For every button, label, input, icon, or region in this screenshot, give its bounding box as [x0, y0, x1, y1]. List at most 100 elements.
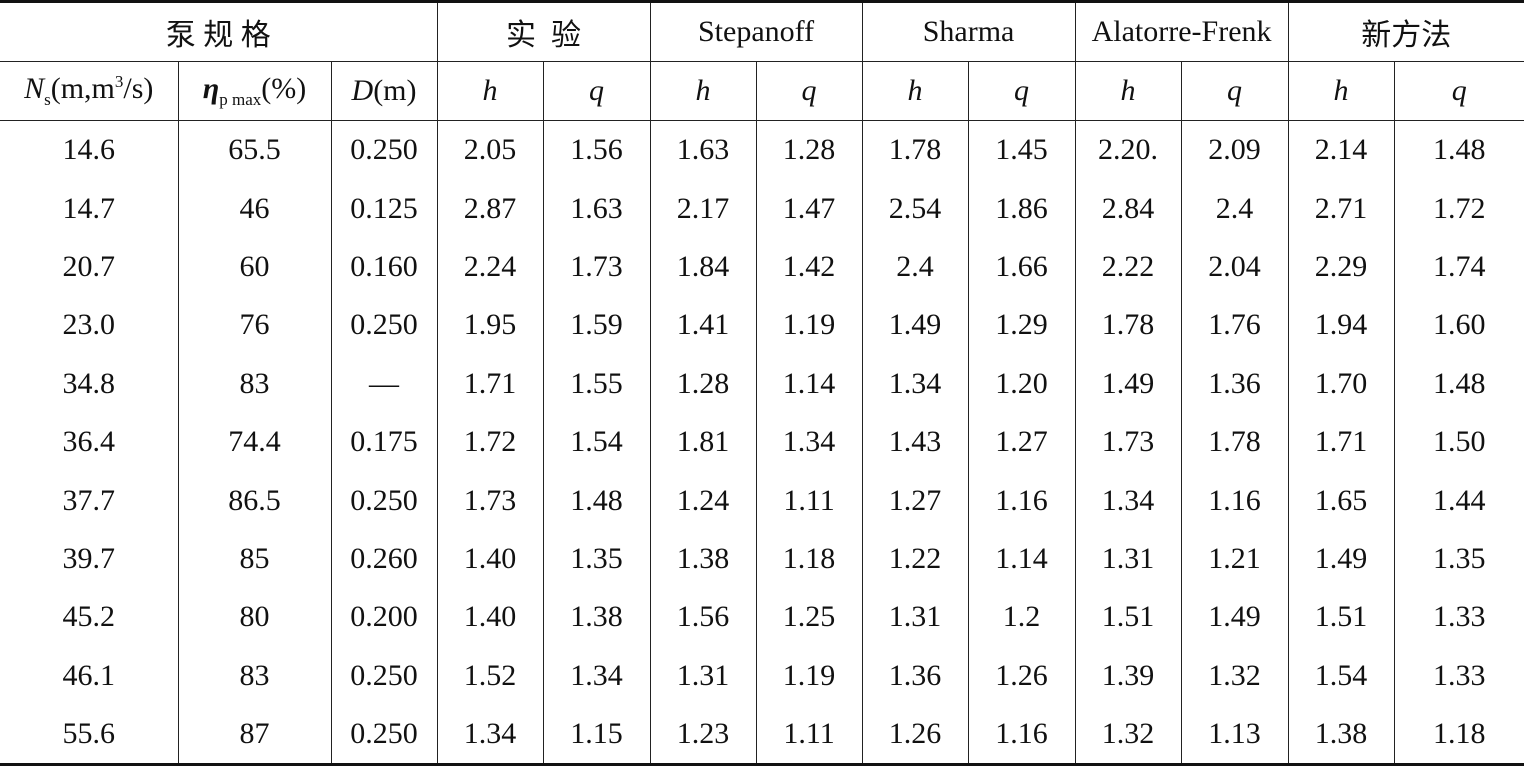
cell: 0.250 — [330, 646, 438, 705]
cell: 1.44 — [1393, 471, 1524, 530]
cell: 1.60 — [1393, 296, 1524, 355]
column-header: Ns(m,m3/s) — [0, 61, 179, 121]
header-text: D — [351, 74, 374, 107]
cell: 20.7 — [0, 237, 179, 297]
cell: 1.66 — [967, 237, 1076, 297]
cell: 1.23 — [649, 704, 757, 767]
header-text: q — [1227, 74, 1243, 107]
cell: 1.19 — [755, 646, 863, 705]
cell: 1.25 — [755, 588, 863, 647]
cell: 1.78 — [861, 120, 969, 180]
header-text: q — [801, 74, 817, 107]
data-row: 23.0 76 0.250 1.95 1.59 1.41 1.19 1.49 1.29 1.78 1… — [0, 296, 1524, 355]
cell: 1.51 — [1287, 588, 1395, 647]
cell: 1.19 — [755, 296, 863, 355]
cell: 1.20 — [967, 354, 1076, 413]
cell: 1.16 — [1180, 471, 1289, 530]
cell: 1.11 — [755, 471, 863, 530]
cell: 1.31 — [861, 588, 969, 647]
cell: 1.54 — [1287, 646, 1395, 705]
cell: 2.20. — [1074, 120, 1182, 180]
cell: 87 — [177, 704, 332, 767]
cell: 1.24 — [649, 471, 757, 530]
cell: — — [330, 354, 438, 413]
cell: 1.36 — [1180, 354, 1289, 413]
header-text: p max — [219, 90, 262, 109]
column-header: q — [542, 61, 651, 121]
column-header: h — [436, 61, 544, 121]
cell: 1.35 — [542, 529, 651, 589]
cell: 2.71 — [1287, 179, 1395, 238]
cell: 1.38 — [1287, 704, 1395, 767]
cell: 1.35 — [1393, 529, 1524, 589]
group-header: 实 验 — [436, 0, 651, 62]
cell: 2.17 — [649, 179, 757, 238]
header-text: h — [1120, 74, 1136, 107]
cell: 14.6 — [0, 120, 179, 180]
cell: 45.2 — [0, 588, 179, 647]
cell: 1.55 — [542, 354, 651, 413]
cell: 2.4 — [1180, 179, 1289, 238]
cell: 1.39 — [1074, 646, 1182, 705]
header-text: h — [482, 74, 498, 107]
cell: 1.49 — [861, 296, 969, 355]
cell: 1.63 — [542, 179, 651, 238]
cell: 1.52 — [436, 646, 544, 705]
cell: 1.33 — [1393, 646, 1524, 705]
cell: 1.78 — [1074, 296, 1182, 355]
data-row: 14.6 65.5 0.250 2.05 1.56 1.63 1.28 1.78 1.45 2.2… — [0, 120, 1524, 180]
cell: 0.200 — [330, 588, 438, 647]
cell: 1.73 — [1074, 412, 1182, 472]
cell: 1.31 — [1074, 529, 1182, 589]
cell: 1.21 — [1180, 529, 1289, 589]
cell: 1.86 — [967, 179, 1076, 238]
group-header: 新方法 — [1287, 0, 1524, 62]
cell: 1.84 — [649, 237, 757, 297]
cell: 1.65 — [1287, 471, 1395, 530]
cell: 1.26 — [967, 646, 1076, 705]
cell: 1.16 — [967, 471, 1076, 530]
cell: 0.250 — [330, 471, 438, 530]
cell: 86.5 — [177, 471, 332, 530]
column-header: D(m) — [330, 61, 438, 121]
cell: 76 — [177, 296, 332, 355]
cell: 1.18 — [1393, 704, 1524, 767]
cell: 1.32 — [1074, 704, 1182, 767]
cell: 1.34 — [861, 354, 969, 413]
cell: 2.87 — [436, 179, 544, 238]
cell: 1.38 — [649, 529, 757, 589]
cell: 23.0 — [0, 296, 179, 355]
cell: 1.73 — [542, 237, 651, 297]
data-row: 36.4 74.4 0.175 1.72 1.54 1.81 1.34 1.43 1.27 1.7… — [0, 412, 1524, 472]
cell: 1.34 — [1074, 471, 1182, 530]
cell: 1.14 — [755, 354, 863, 413]
cell: 2.54 — [861, 179, 969, 238]
cell: 1.18 — [755, 529, 863, 589]
cell: 1.28 — [755, 120, 863, 180]
cell: 34.8 — [0, 354, 179, 413]
cell: 80 — [177, 588, 332, 647]
cell: 2.09 — [1180, 120, 1289, 180]
cell: 0.175 — [330, 412, 438, 472]
column-header: q — [1180, 61, 1289, 121]
cell: 1.72 — [1393, 179, 1524, 238]
header-row: Ns(m,m3/s) ηp max(%) D(m) h q h q h q h q h q — [0, 61, 1524, 121]
cell: 1.34 — [542, 646, 651, 705]
column-header: h — [649, 61, 757, 121]
cell: 1.42 — [755, 237, 863, 297]
cell: 1.2 — [967, 588, 1076, 647]
header-text: h — [695, 74, 711, 107]
cell: 0.250 — [330, 120, 438, 180]
group-header: Alatorre-Frenk — [1074, 0, 1289, 62]
cell: 1.34 — [755, 412, 863, 472]
cell: 1.94 — [1287, 296, 1395, 355]
cell: 2.04 — [1180, 237, 1289, 297]
column-header: h — [861, 61, 969, 121]
cell: 1.78 — [1180, 412, 1289, 472]
column-header: ηp max(%) — [177, 61, 332, 121]
cell: 1.49 — [1287, 529, 1395, 589]
header-text: 3 — [114, 72, 124, 91]
cell: 1.22 — [861, 529, 969, 589]
header-text: N — [24, 72, 45, 105]
